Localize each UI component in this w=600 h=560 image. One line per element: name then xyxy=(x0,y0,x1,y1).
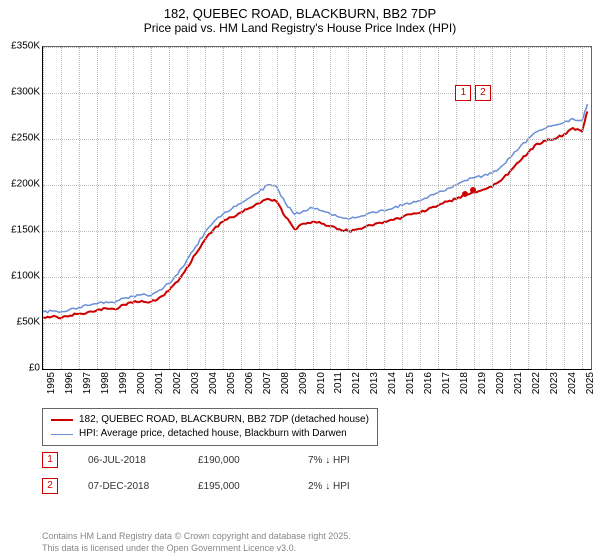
x-axis-label: 1995 xyxy=(46,372,57,394)
y-axis-label: £0 xyxy=(0,363,40,374)
x-axis-label: 2022 xyxy=(531,372,542,394)
x-axis-label: 2025 xyxy=(585,372,596,394)
legend-label: 182, QUEBEC ROAD, BLACKBURN, BB2 7DP (de… xyxy=(79,413,369,427)
x-axis-label: 2011 xyxy=(333,372,344,394)
x-axis-label: 2009 xyxy=(298,372,309,394)
x-axis-label: 2017 xyxy=(441,372,452,394)
x-axis-label: 1997 xyxy=(82,372,93,394)
sale-table-row: 2 07-DEC-2018 £195,000 2% ↓ HPI xyxy=(42,478,388,494)
legend-label: HPI: Average price, detached house, Blac… xyxy=(79,427,347,441)
sale-price: £195,000 xyxy=(198,481,278,492)
x-axis-label: 2010 xyxy=(316,372,327,394)
x-axis-label: 2016 xyxy=(423,372,434,394)
x-axis-label: 2023 xyxy=(549,372,560,394)
x-axis-label: 1996 xyxy=(64,372,75,394)
x-axis-label: 2003 xyxy=(190,372,201,394)
x-axis-label: 2021 xyxy=(513,372,524,394)
chart-subtitle: Price paid vs. HM Land Registry's House … xyxy=(0,21,600,35)
footer-attribution: Contains HM Land Registry data © Crown c… xyxy=(42,530,351,554)
x-axis-label: 2008 xyxy=(280,372,291,394)
chart-plot-area: 12 xyxy=(42,46,592,370)
x-axis-label: 2015 xyxy=(405,372,416,394)
x-axis-label: 1999 xyxy=(118,372,129,394)
x-axis-label: 2002 xyxy=(172,372,183,394)
legend-swatch-hpi xyxy=(51,434,73,435)
x-axis-label: 1998 xyxy=(100,372,111,394)
y-axis-label: £300K xyxy=(0,87,40,98)
legend-swatch-price-paid xyxy=(51,419,73,421)
footer-line: Contains HM Land Registry data © Crown c… xyxy=(42,530,351,542)
x-axis-label: 2005 xyxy=(226,372,237,394)
x-axis-label: 2018 xyxy=(459,372,470,394)
series-hpi xyxy=(43,104,587,313)
sale-marker-box: 1 xyxy=(455,85,471,101)
x-axis-label: 2020 xyxy=(495,372,506,394)
sale-delta: 7% ↓ HPI xyxy=(308,455,388,466)
sale-marker-badge: 1 xyxy=(42,452,58,468)
y-axis-label: £200K xyxy=(0,179,40,190)
x-axis-label: 2004 xyxy=(208,372,219,394)
chart-title: 182, QUEBEC ROAD, BLACKBURN, BB2 7DP xyxy=(0,6,600,21)
x-axis-label: 2012 xyxy=(351,372,362,394)
x-axis-label: 2014 xyxy=(387,372,398,394)
x-axis-label: 2019 xyxy=(477,372,488,394)
x-axis-label: 2000 xyxy=(136,372,147,394)
x-axis-label: 2001 xyxy=(154,372,165,394)
y-axis-label: £50K xyxy=(0,317,40,328)
x-axis-label: 2006 xyxy=(244,372,255,394)
y-axis-label: £150K xyxy=(0,225,40,236)
sale-table-row: 1 06-JUL-2018 £190,000 7% ↓ HPI xyxy=(42,452,388,468)
x-axis-label: 2013 xyxy=(369,372,380,394)
footer-line: This data is licensed under the Open Gov… xyxy=(42,542,351,554)
sale-date: 07-DEC-2018 xyxy=(88,481,168,492)
sale-marker-dot xyxy=(470,187,476,193)
sale-marker-badge: 2 xyxy=(42,478,58,494)
legend: 182, QUEBEC ROAD, BLACKBURN, BB2 7DP (de… xyxy=(42,408,378,446)
sale-price: £190,000 xyxy=(198,455,278,466)
y-axis-label: £350K xyxy=(0,41,40,52)
chart-title-block: 182, QUEBEC ROAD, BLACKBURN, BB2 7DP Pri… xyxy=(0,0,600,35)
chart-svg xyxy=(43,47,591,369)
legend-row: 182, QUEBEC ROAD, BLACKBURN, BB2 7DP (de… xyxy=(51,413,369,427)
sale-date: 06-JUL-2018 xyxy=(88,455,168,466)
series-price_paid xyxy=(43,111,587,318)
sale-marker-dot xyxy=(462,191,468,197)
y-axis-label: £100K xyxy=(0,271,40,282)
sale-marker-box: 2 xyxy=(475,85,491,101)
legend-row: HPI: Average price, detached house, Blac… xyxy=(51,427,369,441)
sale-delta: 2% ↓ HPI xyxy=(308,481,388,492)
x-axis-label: 2024 xyxy=(567,372,578,394)
y-axis-label: £250K xyxy=(0,133,40,144)
x-axis-label: 2007 xyxy=(262,372,273,394)
